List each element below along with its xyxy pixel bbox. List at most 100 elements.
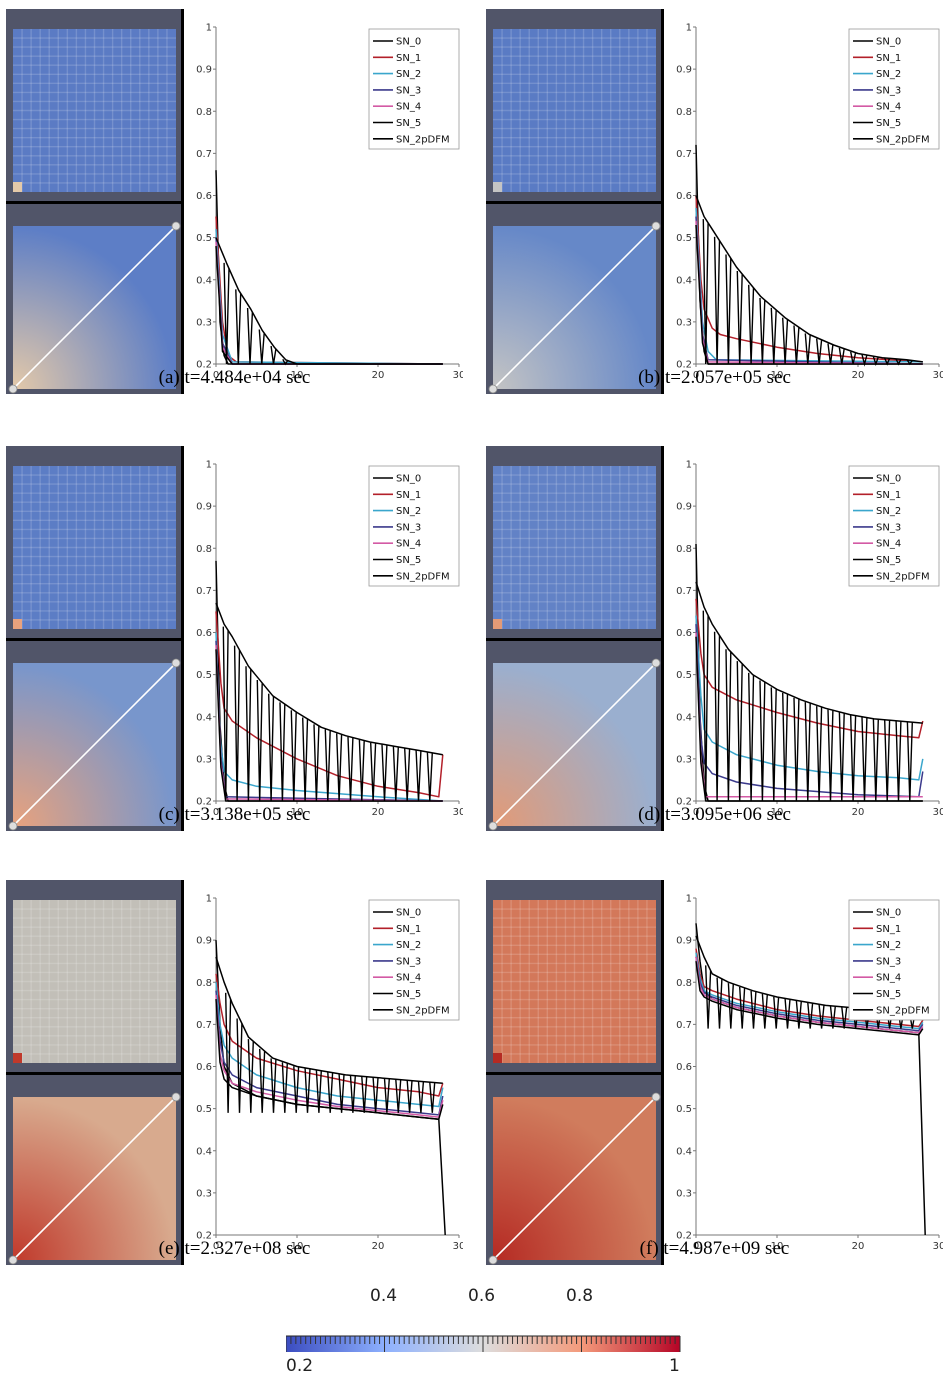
saturation-grid-view xyxy=(493,900,656,1063)
legend-label-SN_5: SN_5 xyxy=(876,555,901,566)
view-divider-v xyxy=(661,9,664,394)
legend-label-SN_1: SN_1 xyxy=(396,924,421,935)
spike xyxy=(281,1062,288,1113)
y-tick-label: 0.8 xyxy=(676,544,692,555)
x-tick-label: 20 xyxy=(852,1241,865,1252)
x-tick-label: 0 xyxy=(693,1241,699,1252)
y-tick-label: 0.3 xyxy=(676,317,692,328)
legend-label-SN_0: SN_0 xyxy=(396,908,421,919)
spike xyxy=(256,679,263,802)
probe-line xyxy=(12,1096,177,1261)
plot-svg: 0.20.30.40.50.60.70.80.910 10 20 30SN_0SN_1… xyxy=(676,894,943,1253)
injection-cell xyxy=(493,1053,502,1063)
diagonal-probe-line xyxy=(8,658,181,831)
y-tick-label: 1 xyxy=(206,23,212,34)
diagonal-probe-line xyxy=(488,1092,661,1265)
saturation-grid-view xyxy=(13,29,176,192)
y-tick-label: 0.7 xyxy=(196,586,212,597)
legend-label-SN_5: SN_5 xyxy=(876,118,901,129)
panel-caption: (c) t=3.138e+05 sec xyxy=(158,804,311,825)
spike xyxy=(313,724,320,802)
spike xyxy=(841,1006,848,1029)
legend-label-SN_1: SN_1 xyxy=(876,490,901,501)
x-tick-label: 10 xyxy=(771,807,784,818)
colorbar-tick-label-2: 0.8 xyxy=(566,1286,594,1306)
view-divider-h xyxy=(486,1072,664,1075)
probe-end-handle xyxy=(651,221,661,231)
spike xyxy=(861,354,868,367)
legend-label-SN_4: SN_4 xyxy=(876,539,901,550)
injection-cell xyxy=(13,619,22,629)
spike xyxy=(793,697,800,802)
line-plot: 0.2 0.3 0.4 0.5 0.6 0.7 0.8 0.9 1 0 10 20 30 SN_0 SN_1… xyxy=(664,880,943,1265)
spike xyxy=(324,729,331,802)
y-tick-label: 0.9 xyxy=(676,65,692,76)
legend-label-SN_5: SN_5 xyxy=(396,118,421,129)
plot-svg: 0.20.30.40.50.60.70.80.910 10 20 30SN_0SN_1… xyxy=(196,23,463,382)
spike xyxy=(838,712,845,802)
diagonal-probe-line xyxy=(8,1092,181,1265)
probe-start-handle xyxy=(488,821,498,831)
legend-label-SN_1: SN_1 xyxy=(876,53,901,64)
figure-panel-0: 0.2 0.3 0.4 0.5 0.6 0.7 0.8 0.9 1 0 10 20 30 SN_0 SN_1… xyxy=(6,9,463,414)
y-tick-label: 0.2 xyxy=(676,797,692,808)
spike xyxy=(395,1079,402,1113)
y-tick-label: 0.4 xyxy=(676,1146,692,1157)
y-tick-label: 0.2 xyxy=(676,1231,692,1242)
legend-label-SN_1: SN_1 xyxy=(396,490,421,501)
y-tick-label: 0.7 xyxy=(196,149,212,160)
spike xyxy=(761,993,768,1029)
x-tick-label: 20 xyxy=(372,1241,385,1252)
y-tick-label: 0.6 xyxy=(676,191,692,202)
legend-label-SN_4: SN_4 xyxy=(876,102,901,113)
spike xyxy=(838,347,845,365)
probe-line xyxy=(492,1096,657,1261)
legend-label-SN_5: SN_5 xyxy=(876,989,901,1000)
legend-label-SN_2: SN_2 xyxy=(876,69,901,80)
plot-svg: 0.20.30.40.50.60.70.80.910 10 20 30SN_0SN_1… xyxy=(196,894,463,1253)
y-tick-label: 0.5 xyxy=(676,1104,692,1115)
spike xyxy=(702,219,709,365)
saturation-field-view xyxy=(8,658,181,831)
probe-start-handle xyxy=(488,1255,498,1265)
legend-label-SN_3: SN_3 xyxy=(396,956,421,967)
view-divider-h xyxy=(6,1072,184,1075)
y-tick-label: 0.7 xyxy=(676,149,692,160)
y-tick-label: 0.6 xyxy=(676,628,692,639)
line-plot: 0.2 0.3 0.4 0.5 0.6 0.7 0.8 0.9 1 0 10 20 30 SN_0 SN_1… xyxy=(184,880,463,1265)
saturation-grid-view xyxy=(493,29,656,192)
x-tick-label: 20 xyxy=(372,807,385,818)
spike xyxy=(736,661,743,802)
legend-label-SN_4: SN_4 xyxy=(396,102,421,113)
simulation-view xyxy=(486,446,664,831)
injection-cell xyxy=(493,619,502,629)
spike xyxy=(884,719,891,802)
saturation-field-view xyxy=(488,1092,661,1265)
spike xyxy=(816,338,823,365)
spike xyxy=(235,289,242,365)
spike xyxy=(270,345,277,365)
y-tick-label: 0.3 xyxy=(196,1188,212,1199)
series-line-SN_1 xyxy=(215,216,443,365)
spike xyxy=(349,1075,356,1113)
spike xyxy=(338,1074,345,1113)
spike xyxy=(247,1039,254,1113)
spike xyxy=(304,1068,311,1113)
fracture-grid xyxy=(493,466,656,629)
simulation-view xyxy=(6,880,184,1265)
legend-label-SN_1: SN_1 xyxy=(876,924,901,935)
y-tick-label: 1 xyxy=(206,460,212,471)
saturation-grid-view xyxy=(13,466,176,629)
series-line-SN_2pDFM xyxy=(215,237,443,365)
colorbar-max-label: 1 xyxy=(669,1356,680,1376)
x-tick-label: 10 xyxy=(291,807,304,818)
legend: SN_0 SN_1 SN_2 SN_3 SN_4 SN_5 SN_2pDFM xyxy=(368,28,460,150)
panel-caption: (d) t=3.095e+06 sec xyxy=(638,804,791,825)
plot-svg: 0.20.30.40.50.60.70.80.910 10 20 30SN_0SN_1… xyxy=(676,23,943,382)
y-tick-label: 1 xyxy=(686,460,692,471)
legend-label-SN_3: SN_3 xyxy=(396,522,421,533)
probe-end-handle xyxy=(171,1092,181,1102)
spike xyxy=(829,1006,836,1029)
spike xyxy=(770,687,777,802)
spike xyxy=(223,262,230,365)
